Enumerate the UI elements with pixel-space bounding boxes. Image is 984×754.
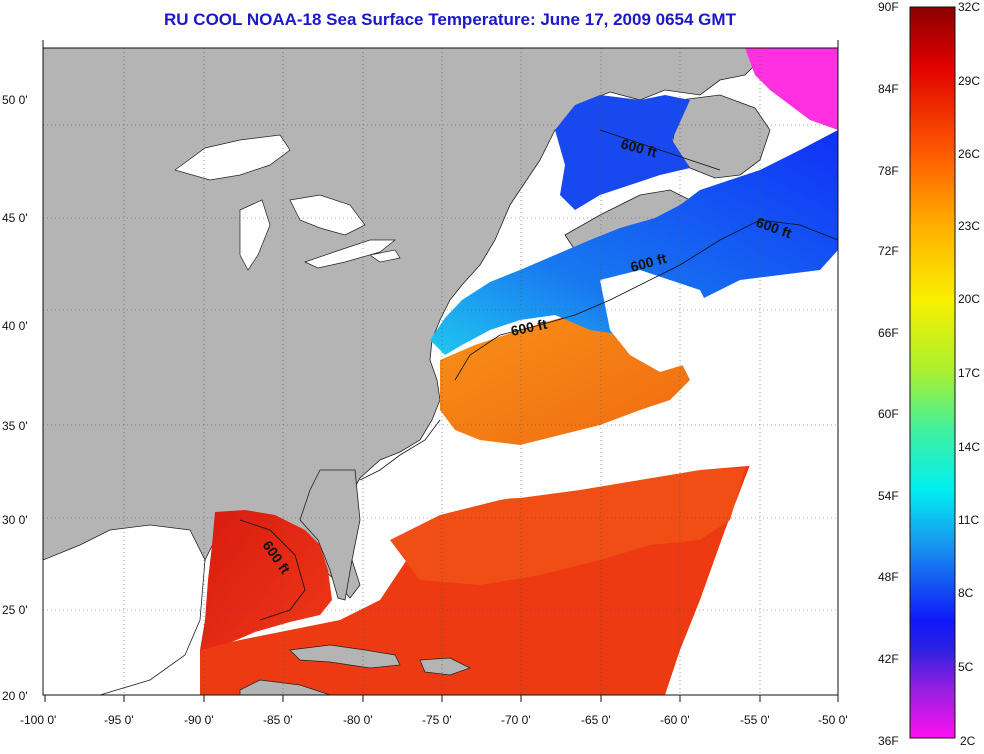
labrador-sea-sst: [745, 48, 838, 130]
latitude-labels: 50 0' 45 0' 40 0' 35 0' 30 0' 25 0' 20 0…: [2, 93, 28, 703]
colorbar-c-label: 14C: [958, 440, 980, 454]
contour-label: 600 ft: [509, 316, 548, 339]
lat-tick-label: 25 0': [2, 603, 28, 617]
lon-tick-label: -85 0': [263, 713, 293, 727]
lat-tick-label: 20 0': [2, 689, 28, 703]
lon-tick-label: -95 0': [104, 713, 134, 727]
lon-tick-label: -100 0': [20, 713, 56, 727]
colorbar-f-label: 90F: [878, 0, 899, 14]
colorbar-gradient: [909, 6, 956, 739]
cloud-cover: [420, 270, 838, 500]
shelf-cold-sst: [430, 130, 838, 355]
lon-tick-label: -75 0': [422, 713, 452, 727]
colorbar-f-label: 84F: [878, 82, 899, 96]
lat-tick-label: 35 0': [2, 419, 28, 433]
lon-tick-label: -55 0': [740, 713, 770, 727]
lat-tick-label: 50 0': [2, 93, 28, 107]
graticule: [43, 48, 838, 695]
subtropical-atlantic-sst: [390, 468, 745, 585]
colorbar-c-label: 32C: [958, 0, 980, 14]
colorbar: 90F 84F 78F 72F 66F 60F 54F 48F 42F 36F …: [878, 0, 980, 748]
caribbean-islands: [239, 644, 471, 695]
lat-tick-label: 30 0': [2, 513, 28, 527]
colorbar-c-label: 2C: [960, 734, 976, 748]
lat-tick-label: 45 0': [2, 211, 28, 225]
colorbar-c-label: 11C: [958, 513, 979, 527]
map-title: RU COOL NOAA-18 Sea Surface Temperature:…: [164, 10, 736, 29]
colorbar-c-label: 17C: [958, 366, 980, 380]
colorbar-c-label: 5C: [958, 660, 974, 674]
bathymetry-contour: [239, 129, 839, 621]
florida-land: [299, 469, 361, 601]
colorbar-c-label: 8C: [958, 586, 974, 600]
lon-tick-label: -50 0': [818, 713, 848, 727]
colorbar-f-label: 78F: [878, 164, 899, 178]
lon-tick-label: -90 0': [184, 713, 214, 727]
colorbar-c-label: 26C: [958, 147, 980, 161]
colorbar-f-label: 66F: [878, 326, 899, 340]
colorbar-c-label: 29C: [958, 74, 980, 88]
colorbar-celsius-labels: 32C 29C 26C 23C 20C 17C 14C 11C 8C 5C 2C: [958, 0, 980, 748]
colorbar-c-label: 23C: [958, 219, 980, 233]
lon-tick-label: -65 0': [581, 713, 611, 727]
colorbar-f-label: 60F: [878, 407, 899, 421]
lon-tick-label: -70 0': [501, 713, 531, 727]
gulf-of-mexico-sst: [200, 510, 332, 660]
map-frame: [42, 47, 839, 696]
lat-tick-label: 40 0': [2, 319, 28, 333]
colorbar-f-label: 48F: [878, 570, 899, 584]
colorbar-fahrenheit-labels: 90F 84F 78F 72F 66F 60F 54F 48F 42F 36F: [878, 0, 899, 748]
axis-ticks: [42, 40, 839, 702]
great-lakes: [174, 134, 401, 271]
lon-tick-label: -80 0': [343, 713, 373, 727]
gulf-of-st-lawrence-sst: [555, 95, 690, 210]
colorbar-f-label: 36F: [878, 734, 899, 748]
longitude-labels: -100 0' -95 0' -90 0' -85 0' -80 0' -75 …: [20, 713, 848, 727]
colorbar-f-label: 42F: [878, 652, 899, 666]
colorbar-f-label: 54F: [878, 489, 899, 503]
colorbar-c-label: 20C: [958, 292, 980, 306]
colorbar-f-label: 72F: [878, 244, 899, 258]
lon-tick-label: -60 0': [660, 713, 690, 727]
map-area: [43, 48, 838, 695]
